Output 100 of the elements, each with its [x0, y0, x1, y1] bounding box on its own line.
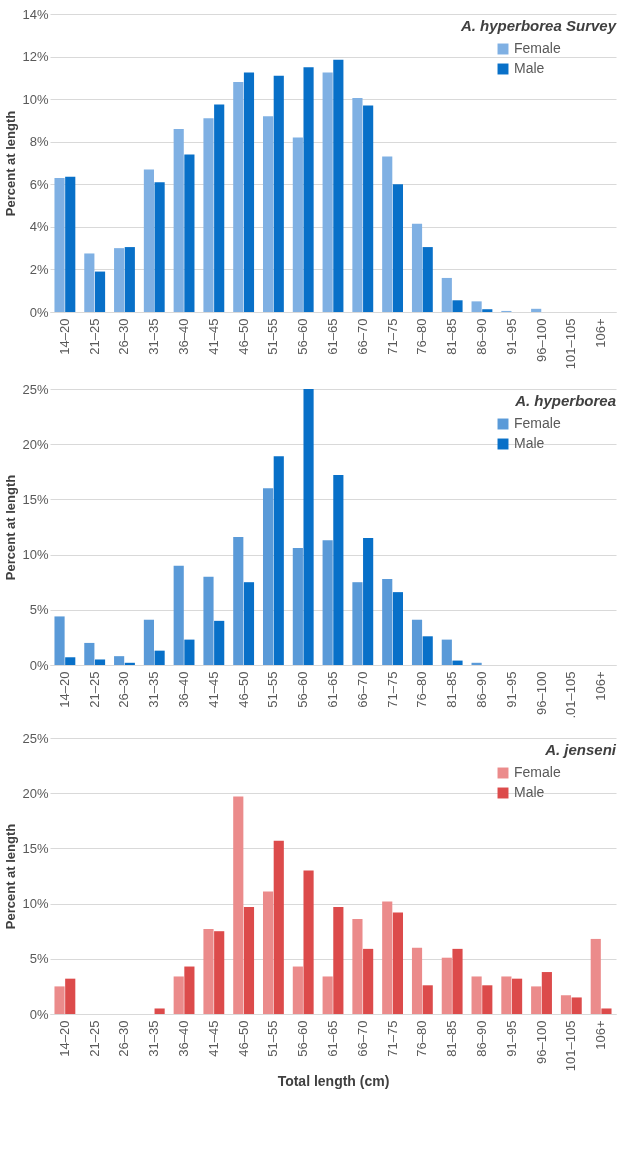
bar [54, 616, 65, 665]
chart-title: A. hyperborea Survey [459, 17, 617, 34]
x-tick-label: 41–45 [205, 1020, 221, 1057]
x-tick-label: 14–20 [56, 1020, 72, 1057]
chart-title: A. hyperborea [514, 392, 616, 409]
y-tick-label: 20% [22, 436, 49, 452]
x-tick-label: 86–90 [473, 318, 489, 355]
x-tick-label: 91–95 [503, 1020, 519, 1057]
bar [233, 536, 244, 665]
bar [184, 966, 195, 1014]
x-tick-label: 46–50 [235, 671, 251, 708]
x-tick-label: 106+ [593, 671, 609, 701]
bar [411, 223, 423, 312]
bar [124, 247, 135, 312]
x-tick-label: 14–20 [56, 671, 72, 708]
x-tick-label: 76–80 [414, 1020, 430, 1057]
chart-title: A. jenseni [544, 741, 617, 758]
x-tick-label: 14–20 [56, 318, 72, 355]
x-tick-label: 31–35 [146, 1020, 162, 1057]
bar [590, 938, 601, 1014]
bar [154, 1008, 165, 1014]
x-tick-label: 81–85 [444, 671, 460, 708]
bar [363, 105, 374, 312]
bar [352, 582, 363, 665]
bar [333, 906, 344, 1014]
bar [303, 389, 314, 665]
x-tick-label: 41–45 [205, 671, 221, 708]
x-tick-label: 56–60 [295, 318, 311, 355]
bar [273, 840, 284, 1014]
y-tick-label: 0% [29, 1006, 49, 1022]
bar [65, 176, 76, 312]
bar [352, 919, 363, 1014]
bar [203, 928, 214, 1014]
bar [441, 957, 452, 1014]
bar [94, 659, 106, 665]
bar [441, 639, 452, 665]
bar [303, 870, 314, 1014]
bar [363, 538, 374, 665]
bar [531, 986, 542, 1014]
x-tick-label: 46–50 [235, 318, 251, 355]
x-tick-label: 71–75 [384, 1020, 400, 1057]
x-tick-label: 96–100 [533, 1020, 549, 1064]
legend-label: Female [514, 764, 561, 780]
x-tick-label: 46–50 [235, 1020, 251, 1057]
bar [322, 540, 333, 665]
x-tick-label: 76–80 [414, 318, 430, 355]
bar [292, 547, 303, 665]
bar [184, 639, 195, 665]
y-tick-label: 2% [29, 261, 49, 277]
bar [422, 636, 433, 665]
bar [411, 619, 423, 665]
x-tick-label: 36–40 [176, 1020, 192, 1057]
x-axis-title: Total length (cm) [277, 1073, 390, 1090]
y-tick-label: 14% [22, 6, 49, 22]
x-tick-label: 81–85 [444, 1020, 460, 1057]
x-tick-label: 21–25 [86, 1020, 102, 1057]
bar [214, 104, 225, 312]
y-tick-label: 10% [22, 896, 49, 912]
y-tick-label: 12% [22, 49, 49, 65]
legend-label: Male [514, 435, 545, 451]
y-axis-title: Percent at length [3, 474, 19, 581]
x-tick-label: 36–40 [176, 671, 192, 708]
x-tick-label: 71–75 [384, 318, 400, 355]
x-tick-label: 96–100 [533, 671, 549, 715]
bar [382, 901, 393, 1014]
bar [292, 137, 303, 312]
x-tick-label: 91–95 [503, 318, 519, 355]
bar [471, 301, 482, 312]
bar [273, 75, 284, 312]
bar [392, 592, 404, 665]
bar [54, 986, 65, 1014]
x-tick-label: 36–40 [176, 318, 192, 355]
bar [262, 891, 274, 1014]
x-tick-label: 21–25 [86, 318, 102, 355]
bar [173, 565, 184, 665]
bar [422, 247, 433, 312]
bar [322, 976, 333, 1014]
bar [84, 253, 95, 312]
bar [501, 976, 512, 1014]
bar [560, 995, 572, 1014]
y-tick-label: 0% [29, 657, 49, 673]
y-tick-label: 15% [22, 840, 49, 856]
y-tick-label: 0% [29, 304, 49, 320]
x-tick-label: 51–55 [265, 318, 281, 355]
x-tick-label: 41–45 [205, 318, 221, 355]
bar [154, 650, 165, 665]
bar [422, 985, 433, 1014]
bar [452, 948, 463, 1014]
bar [482, 985, 493, 1014]
bar [482, 309, 493, 312]
bar [512, 978, 523, 1014]
x-tick-label: 71–75 [384, 671, 400, 708]
bar [84, 642, 95, 665]
x-tick-label: 81–85 [444, 318, 460, 355]
y-tick-label: 5% [29, 602, 49, 618]
bar [233, 82, 244, 312]
bar [114, 248, 125, 312]
bar [214, 620, 225, 665]
y-tick-label: 10% [22, 91, 49, 107]
x-tick-label: 86–90 [473, 1020, 489, 1057]
